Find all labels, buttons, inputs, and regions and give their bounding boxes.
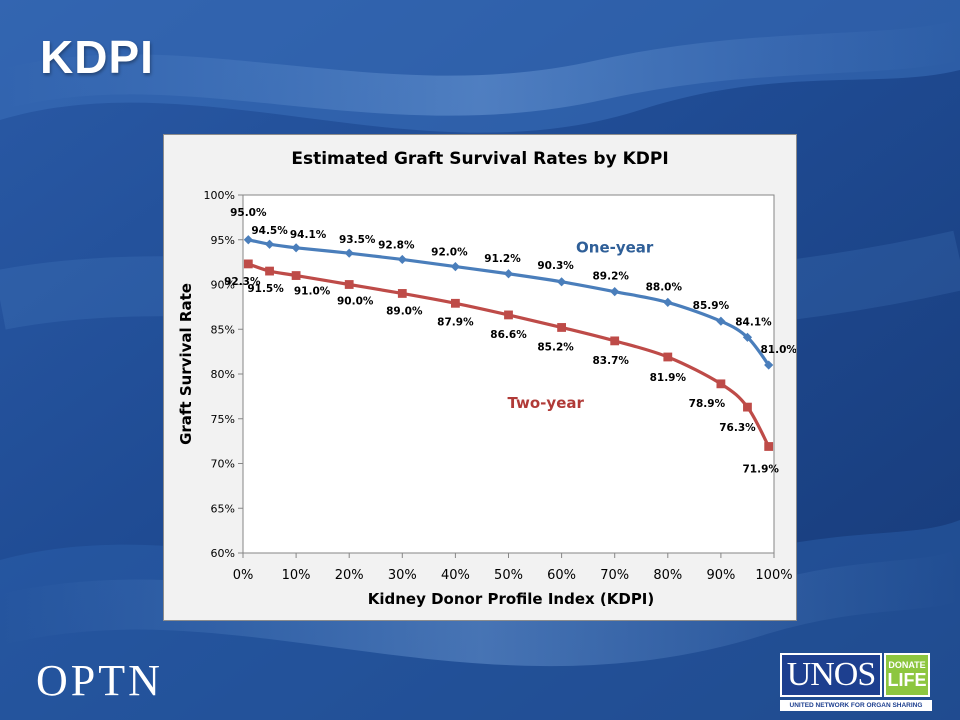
life-text: LIFE bbox=[887, 670, 927, 690]
one-year-data-label: 94.1% bbox=[290, 229, 327, 241]
one-year-data-label: 93.5% bbox=[339, 234, 376, 246]
x-tick-label: 50% bbox=[494, 568, 523, 583]
two-year-data-label: 91.5% bbox=[247, 283, 284, 295]
two-year-data-label: 91.0% bbox=[294, 286, 331, 298]
two-year-point bbox=[265, 266, 274, 276]
two-year-point bbox=[610, 336, 620, 346]
one-year-point bbox=[503, 269, 514, 279]
two-year-point bbox=[663, 352, 673, 362]
one-year-data-label: 88.0% bbox=[646, 281, 683, 293]
one-year-point bbox=[264, 239, 275, 249]
y-tick-label: 80% bbox=[211, 368, 235, 381]
two-year-point bbox=[243, 259, 253, 269]
donate-text: DONATE bbox=[888, 660, 926, 670]
x-tick-label: 60% bbox=[547, 568, 576, 583]
two-year-data-label: 86.6% bbox=[490, 329, 527, 341]
two-year-data-label: 89.0% bbox=[386, 305, 423, 317]
two-year-point bbox=[743, 402, 752, 412]
one-year-data-label: 91.2% bbox=[484, 253, 521, 265]
two-year-point bbox=[344, 280, 354, 289]
data-labels: 95.0% 94.5% 94.1% 93.5% 92.8% 92.0% 91.2% 90.3%… bbox=[224, 207, 796, 476]
y-tick-label: 85% bbox=[211, 323, 235, 336]
two-year-data-label: 85.2% bbox=[537, 341, 574, 353]
chart-panel: Estimated Graft Survival Rates by KDPI G… bbox=[163, 134, 797, 621]
two-year-data-label: 81.9% bbox=[650, 372, 687, 384]
chart-svg: Estimated Graft Survival Rates by KDPI G… bbox=[177, 149, 796, 608]
x-tick-label: 90% bbox=[706, 568, 735, 583]
x-tick-label: 70% bbox=[600, 568, 629, 583]
donate-life-badge: DONATE LIFE bbox=[884, 653, 930, 697]
one-year-point bbox=[243, 235, 253, 245]
axes: 60% 65% 70% 75% 80% 85% 90% 95% 100% 0% 10% 20% 30% 4… bbox=[204, 189, 793, 583]
one-year-data-label: 81.0% bbox=[760, 344, 796, 356]
optn-logo: OPTN bbox=[36, 656, 163, 705]
x-tick-label: 100% bbox=[755, 568, 792, 583]
one-year-point bbox=[557, 277, 567, 287]
y-tick-label: 75% bbox=[211, 413, 235, 426]
one-year-data-label: 95.0% bbox=[230, 207, 267, 219]
one-year-data-label: 90.3% bbox=[537, 260, 574, 272]
x-tick-label: 20% bbox=[335, 568, 364, 583]
unos-logo: UNOS DONATE LIFE UNITED NETWORK FOR ORGA… bbox=[780, 653, 932, 713]
two-year-point bbox=[557, 323, 566, 332]
x-axis-label: Kidney Donor Profile Index (KDPI) bbox=[368, 590, 655, 608]
y-tick-label: 60% bbox=[211, 547, 235, 560]
one-year-point bbox=[344, 248, 354, 258]
two-year-series-name: Two-year bbox=[507, 394, 584, 412]
one-year-data-label: 94.5% bbox=[251, 225, 288, 237]
two-year-data-label: 78.9% bbox=[689, 398, 726, 410]
two-year-data-label: 90.0% bbox=[337, 296, 374, 308]
y-axis-label: Graft Survival Rate bbox=[177, 283, 195, 445]
one-year-data-label: 89.2% bbox=[592, 271, 629, 283]
two-year-point bbox=[291, 271, 301, 280]
chart-title: Estimated Graft Survival Rates by KDPI bbox=[291, 149, 668, 169]
plot-area bbox=[242, 194, 775, 554]
two-year-data-label: 87.9% bbox=[437, 316, 474, 328]
two-year-point bbox=[504, 310, 513, 320]
two-year-point bbox=[451, 298, 460, 308]
two-year-data-label: 83.7% bbox=[592, 355, 629, 367]
x-tick-label: 0% bbox=[233, 568, 254, 583]
two-year-point bbox=[397, 289, 407, 298]
two-year-data-label: 76.3% bbox=[719, 422, 756, 434]
slide-title: KDPI bbox=[40, 31, 154, 83]
y-tick-label: 65% bbox=[211, 502, 235, 515]
y-tick-label: 70% bbox=[211, 458, 235, 471]
two-year-data-label: 71.9% bbox=[742, 463, 779, 475]
x-tick-label: 40% bbox=[441, 568, 470, 583]
one-year-data-label: 84.1% bbox=[735, 316, 772, 328]
one-year-point bbox=[742, 332, 753, 342]
two-year-point bbox=[764, 442, 774, 451]
one-year-point bbox=[397, 254, 407, 265]
y-tick-label: 100% bbox=[204, 189, 235, 202]
two-year-data-label: 92.3% bbox=[224, 276, 261, 288]
y-tick-label: 90% bbox=[211, 279, 235, 292]
unos-tagline: UNITED NETWORK FOR ORGAN SHARING bbox=[780, 700, 932, 711]
x-tick-label: 80% bbox=[653, 568, 682, 583]
one-year-point bbox=[764, 360, 774, 370]
one-year-data-label: 92.0% bbox=[431, 247, 468, 259]
x-tick-label: 30% bbox=[388, 568, 417, 583]
one-year-data-label: 92.8% bbox=[378, 239, 415, 251]
unos-logo-text: UNOS bbox=[780, 653, 882, 697]
one-year-point bbox=[450, 262, 460, 272]
x-tick-label: 10% bbox=[282, 568, 311, 583]
one-year-data-label: 85.9% bbox=[693, 300, 730, 312]
one-year-series-name: One-year bbox=[576, 238, 654, 256]
two-year-point bbox=[716, 379, 726, 389]
one-year-point bbox=[716, 316, 726, 326]
y-tick-label: 95% bbox=[211, 234, 235, 247]
